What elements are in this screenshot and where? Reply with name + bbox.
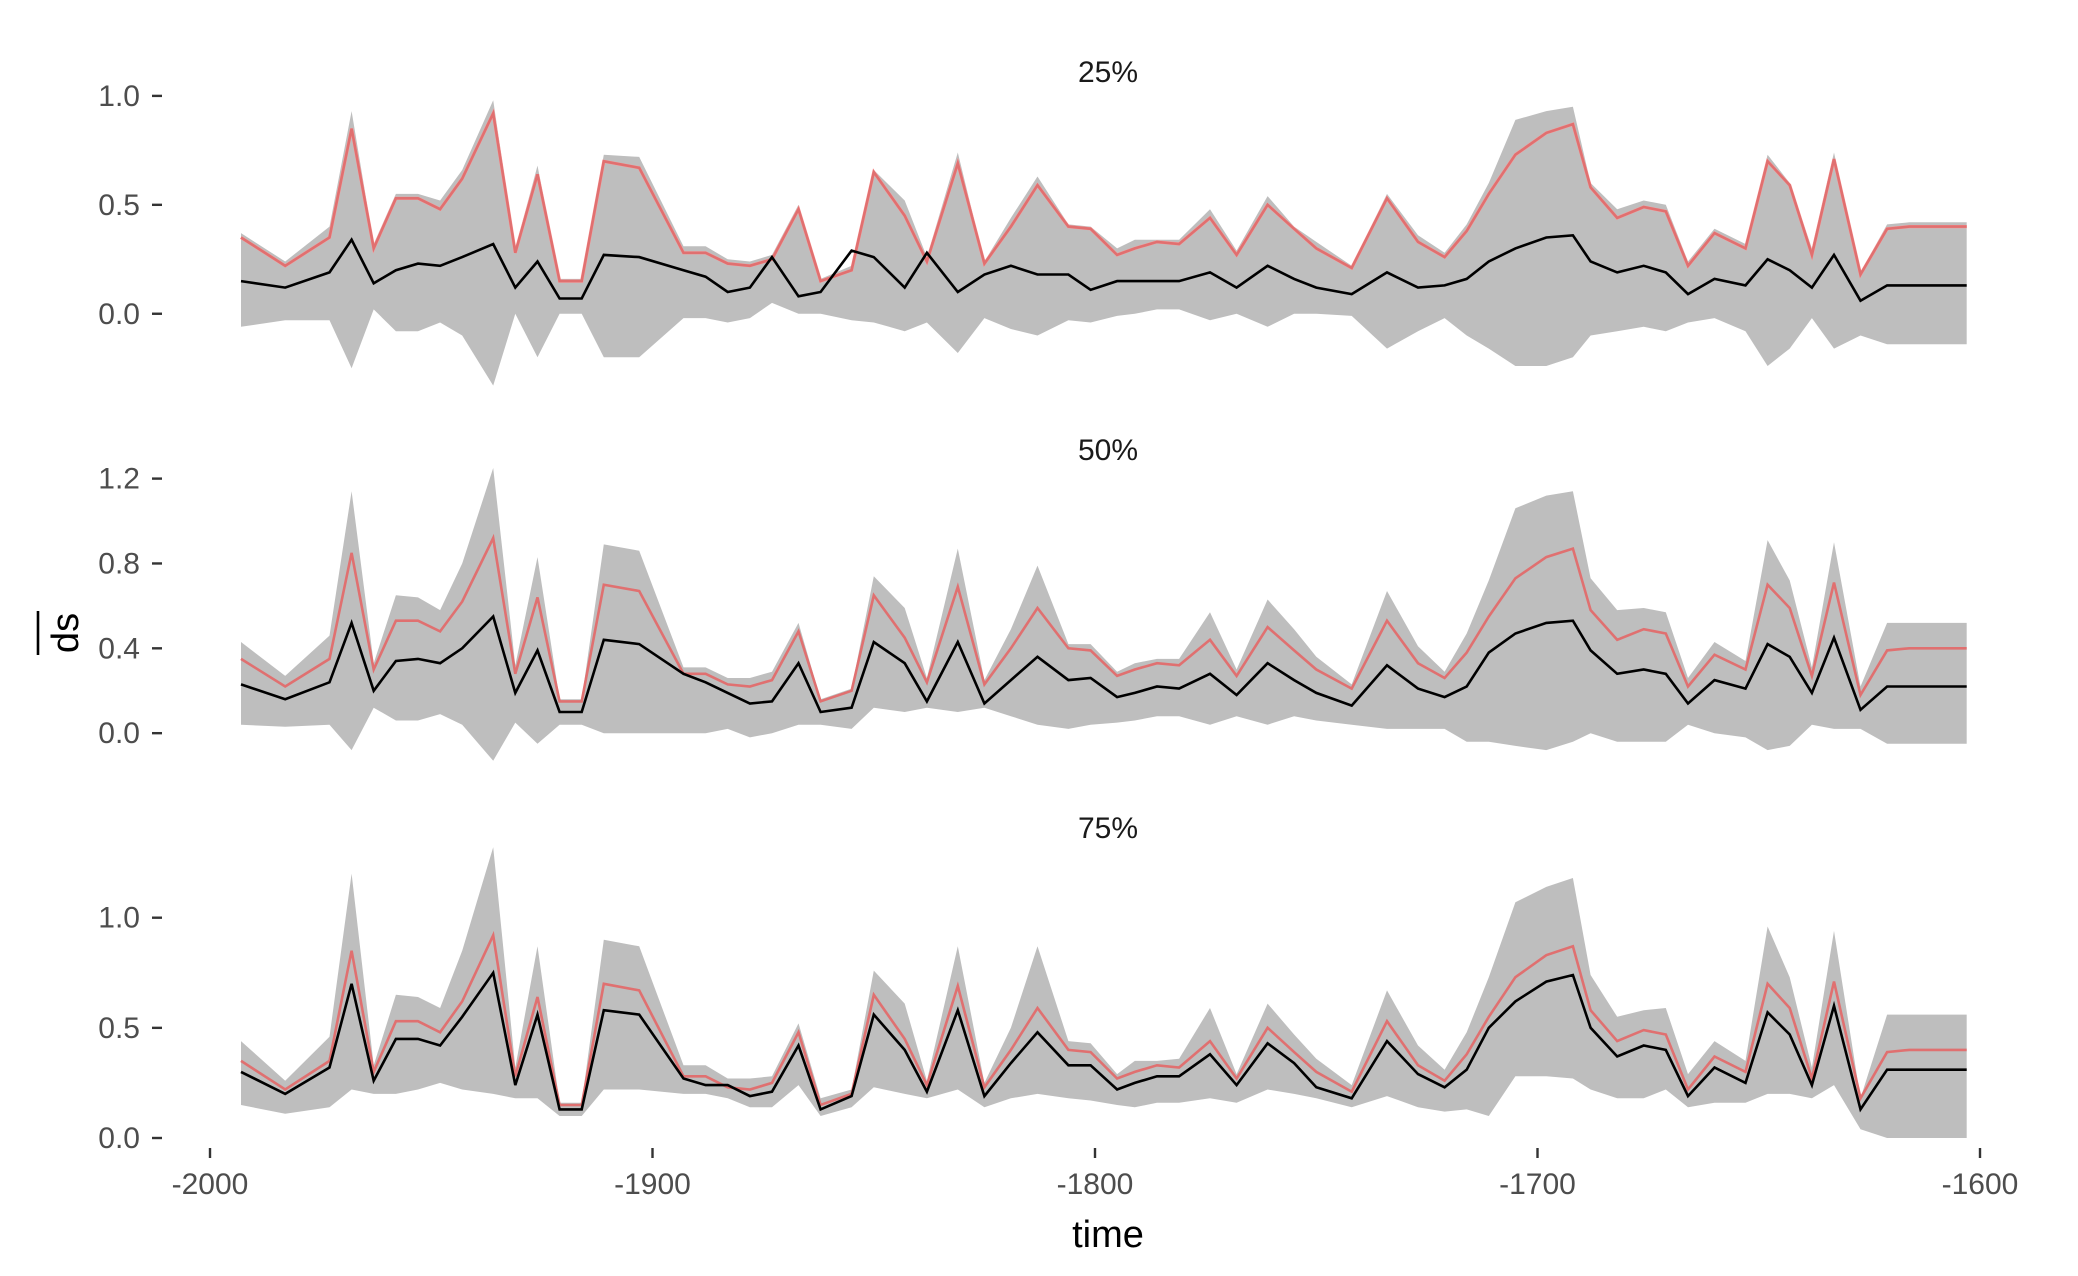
y-tick-label: 1.2: [98, 463, 140, 496]
x-axis: -2000 -1900 -1800 -1700 -1600: [172, 1148, 2019, 1201]
y-tick-label: 0.0: [98, 298, 140, 331]
black-series-line: [240, 233, 1967, 303]
panel-1: 25% 0.0 0.5 1.0: [98, 56, 1967, 386]
panels-layer: 25% 0.0 0.5 1.0 50% 0.0 0.4 0.8 1.2 75% 0.0 0.5 1.0: [98, 56, 1967, 1155]
panel-title: 50%: [1078, 434, 1138, 467]
y-tick-label: 0.4: [98, 632, 140, 665]
x-tick-label: -1800: [1057, 1168, 1134, 1201]
y-tick-label: 0.8: [98, 547, 140, 580]
y-tick-label: 0.0: [98, 1122, 140, 1155]
red-series-line: [240, 108, 1967, 283]
panel-title: 25%: [1078, 56, 1138, 89]
red-series-line: [240, 533, 1967, 704]
red-series-line: [240, 930, 1967, 1107]
x-tick-label: -2000: [172, 1168, 249, 1201]
x-tick-label: -1900: [614, 1168, 691, 1201]
x-tick-label: -1600: [1942, 1168, 2019, 1201]
panel-2: 50% 0.0 0.4 0.8 1.2: [98, 434, 1967, 761]
uncertainty-band: [241, 468, 1967, 761]
y-tick-label: 0.5: [98, 189, 140, 222]
y-tick-label: 0.5: [98, 1012, 140, 1045]
x-axis-title: time: [1072, 1214, 1144, 1256]
y-tick-label: 1.0: [98, 80, 140, 113]
y-tick-label: 0.0: [98, 717, 140, 750]
x-tick-label: -1700: [1499, 1168, 1576, 1201]
black-series-line: [240, 969, 1967, 1113]
y-axis-title-group: ds: [36, 611, 87, 655]
panel-title: 75%: [1078, 812, 1138, 845]
y-axis-title: ds: [45, 613, 87, 653]
panel-3: 75% 0.0 0.5 1.0: [98, 812, 1967, 1155]
uncertainty-band: [241, 847, 1967, 1138]
y-tick-label: 1.0: [98, 902, 140, 935]
black-series-line: [240, 613, 1967, 714]
